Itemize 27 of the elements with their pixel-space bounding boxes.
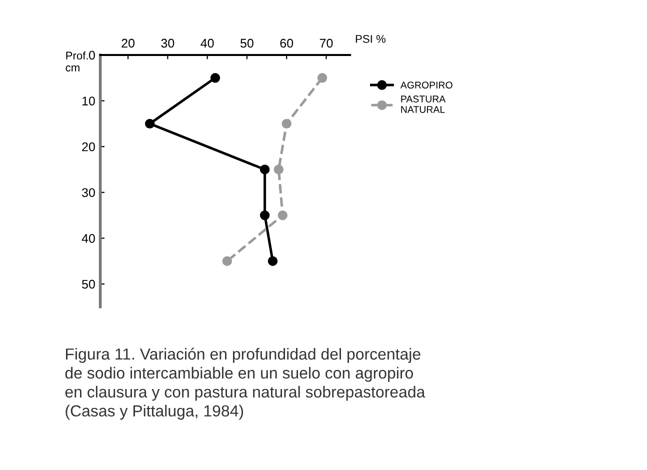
x-axis-title: PSI % xyxy=(356,34,386,43)
y-tick-label: 50 xyxy=(82,280,95,289)
point xyxy=(317,73,328,83)
point xyxy=(268,256,278,266)
y-tick-label: 0 xyxy=(88,50,95,60)
point xyxy=(260,210,270,220)
x-tick-label: 30 xyxy=(161,38,174,48)
x-tick-label: 70 xyxy=(320,38,333,48)
point xyxy=(222,256,232,266)
x-tick-label: 60 xyxy=(280,38,294,48)
legend-label: AGROPIRO xyxy=(400,82,452,89)
text: Figura 11. Variación en profundidad del porcentaje de sodio intercambiable en un suelo con agropiro en clausura y con pastura natural sobrepastoreada (Casas y Pittaluga, 1984) xyxy=(65,348,426,420)
point xyxy=(144,118,155,129)
point xyxy=(260,164,270,174)
point xyxy=(274,164,284,174)
point xyxy=(278,210,288,220)
point xyxy=(210,73,220,83)
legend-label: PASTURA NATURAL xyxy=(401,96,446,113)
y-axis-title: Prof. cm xyxy=(66,51,88,72)
x-tick-label: 40 xyxy=(200,38,214,48)
y-tick-label: 40 xyxy=(82,234,95,243)
x-tick-label: 50 xyxy=(240,38,254,48)
y-tick-label: 30 xyxy=(82,188,95,198)
point xyxy=(282,118,292,129)
y-tick-label: 20 xyxy=(82,142,95,152)
x-tick-label: 20 xyxy=(122,38,134,48)
y-tick-label: 10 xyxy=(82,96,95,106)
